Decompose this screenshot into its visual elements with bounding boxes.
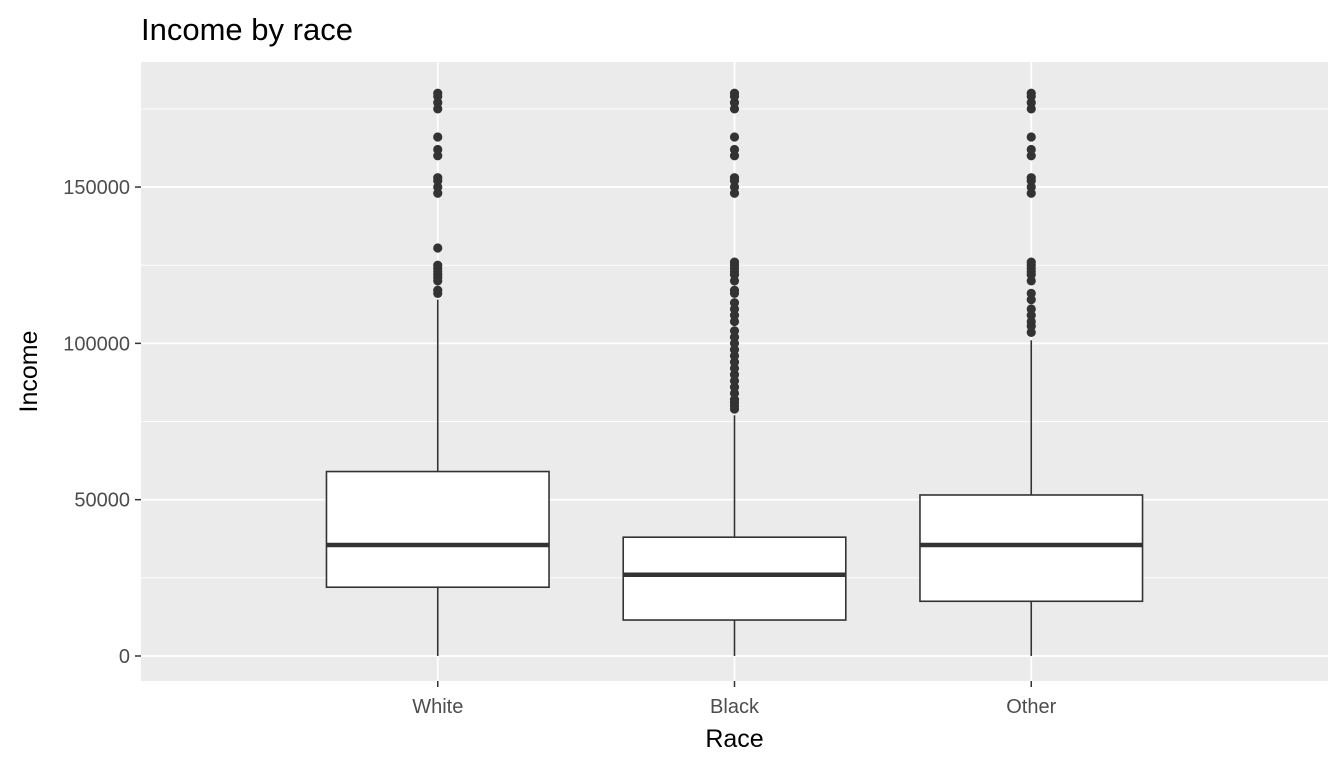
box-iqr-black	[622, 536, 847, 621]
outlier-point-black	[729, 88, 740, 98]
outlier-point-black	[729, 326, 740, 336]
y-tick-label: 150000	[63, 177, 130, 199]
box-black	[622, 88, 847, 656]
x-tick-label-other: Other	[1006, 696, 1056, 718]
box-iqr-other	[919, 494, 1144, 603]
outlier-point-white	[433, 144, 443, 155]
y-tick-label: 100000	[63, 333, 130, 355]
y-tick-label: 50000	[74, 490, 130, 512]
outlier-point-other	[1026, 132, 1036, 142]
outlier-point-white	[433, 243, 443, 253]
box-white	[325, 88, 550, 656]
x-tick-label-black: Black	[710, 696, 760, 718]
y-axis-title: Income	[15, 331, 43, 413]
outlier-point-other	[1026, 88, 1036, 98]
outlier-point-other	[1026, 257, 1036, 267]
outlier-point-black	[729, 298, 740, 308]
outlier-point-white	[433, 132, 443, 142]
boxplot-boxes	[325, 88, 1144, 656]
outlier-point-white	[433, 88, 443, 98]
outlier-point-black	[729, 257, 740, 267]
box-other	[919, 88, 1144, 656]
outlier-point-white	[433, 260, 443, 270]
outlier-point-black	[729, 285, 740, 295]
chart-title: Income by race	[141, 12, 353, 47]
y-axis: 0 50000 100000 150000	[63, 177, 141, 668]
outlier-point-black	[729, 144, 740, 155]
y-tick-label: 0	[119, 646, 130, 668]
outlier-point-other	[1026, 304, 1036, 314]
outlier-point-other	[1026, 288, 1036, 298]
outlier-point-black	[729, 132, 740, 142]
outlier-point-white	[433, 285, 443, 295]
outlier-point-white	[433, 173, 443, 183]
x-axis-title: Race	[705, 725, 763, 753]
box-iqr-white	[325, 470, 550, 589]
x-axis: White Black Other	[412, 681, 1057, 718]
outlier-point-black	[729, 173, 740, 183]
x-tick-label-white: White	[412, 696, 463, 718]
outlier-point-other	[1026, 173, 1036, 183]
outlier-point-other	[1026, 144, 1036, 155]
